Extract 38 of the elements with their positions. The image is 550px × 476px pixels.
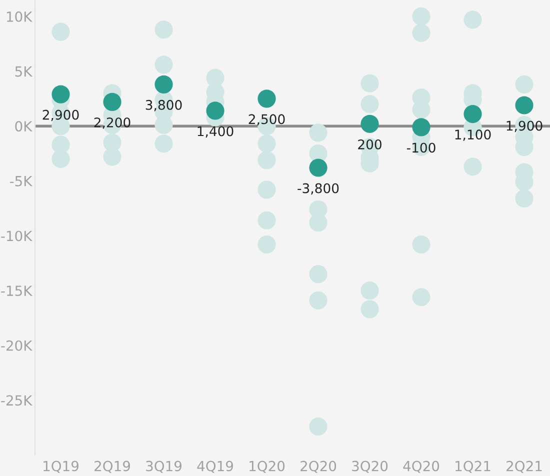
data-label: 2,500 bbox=[248, 114, 285, 126]
x-tick-label: 1Q19 bbox=[44, 460, 78, 473]
x-tick-label: 3Q19 bbox=[146, 460, 182, 473]
data-label: 2,900 bbox=[42, 110, 79, 122]
point bbox=[258, 90, 276, 108]
data-label: -100 bbox=[406, 142, 436, 153]
data-label: 3,800 bbox=[146, 100, 182, 112]
y-tick-label: -5K bbox=[10, 176, 33, 186]
point bbox=[412, 118, 430, 136]
y-tick-label: 5K bbox=[15, 66, 33, 77]
point bbox=[360, 114, 379, 133]
data-label: 1,100 bbox=[455, 130, 491, 141]
data-label: 1,400 bbox=[198, 126, 234, 138]
x-tick-label: 3Q20 bbox=[352, 460, 388, 473]
x-tick-label: 1Q20 bbox=[250, 460, 285, 473]
point bbox=[103, 92, 122, 112]
data-label: -3,800 bbox=[298, 183, 339, 195]
x-tick-label: 4Q20 bbox=[403, 460, 440, 473]
x-tick-label: 4Q19 bbox=[197, 460, 233, 473]
x-tick-label: 2Q19 bbox=[94, 460, 130, 473]
point bbox=[515, 96, 534, 114]
y-tick-label: -25K bbox=[1, 395, 33, 406]
y-tick-label: -15K bbox=[1, 286, 33, 296]
y-tick-label: -20K bbox=[1, 340, 33, 351]
data-label: 200 bbox=[358, 139, 382, 150]
y-tick-label: -10K bbox=[1, 230, 33, 242]
data-label: 1,900 bbox=[506, 120, 542, 132]
x-tick-label: 2Q20 bbox=[300, 460, 336, 473]
point bbox=[309, 158, 328, 177]
x-tick-label: 2Q21 bbox=[506, 460, 542, 473]
point bbox=[464, 104, 482, 124]
y-tick-label: 0K bbox=[15, 121, 33, 132]
point bbox=[52, 85, 70, 104]
data-label: 2,200 bbox=[94, 117, 130, 129]
x-tick-label: 1Q21 bbox=[456, 460, 490, 473]
point bbox=[206, 102, 224, 120]
point bbox=[154, 75, 173, 94]
y-tick-label: 10K bbox=[6, 11, 33, 22]
